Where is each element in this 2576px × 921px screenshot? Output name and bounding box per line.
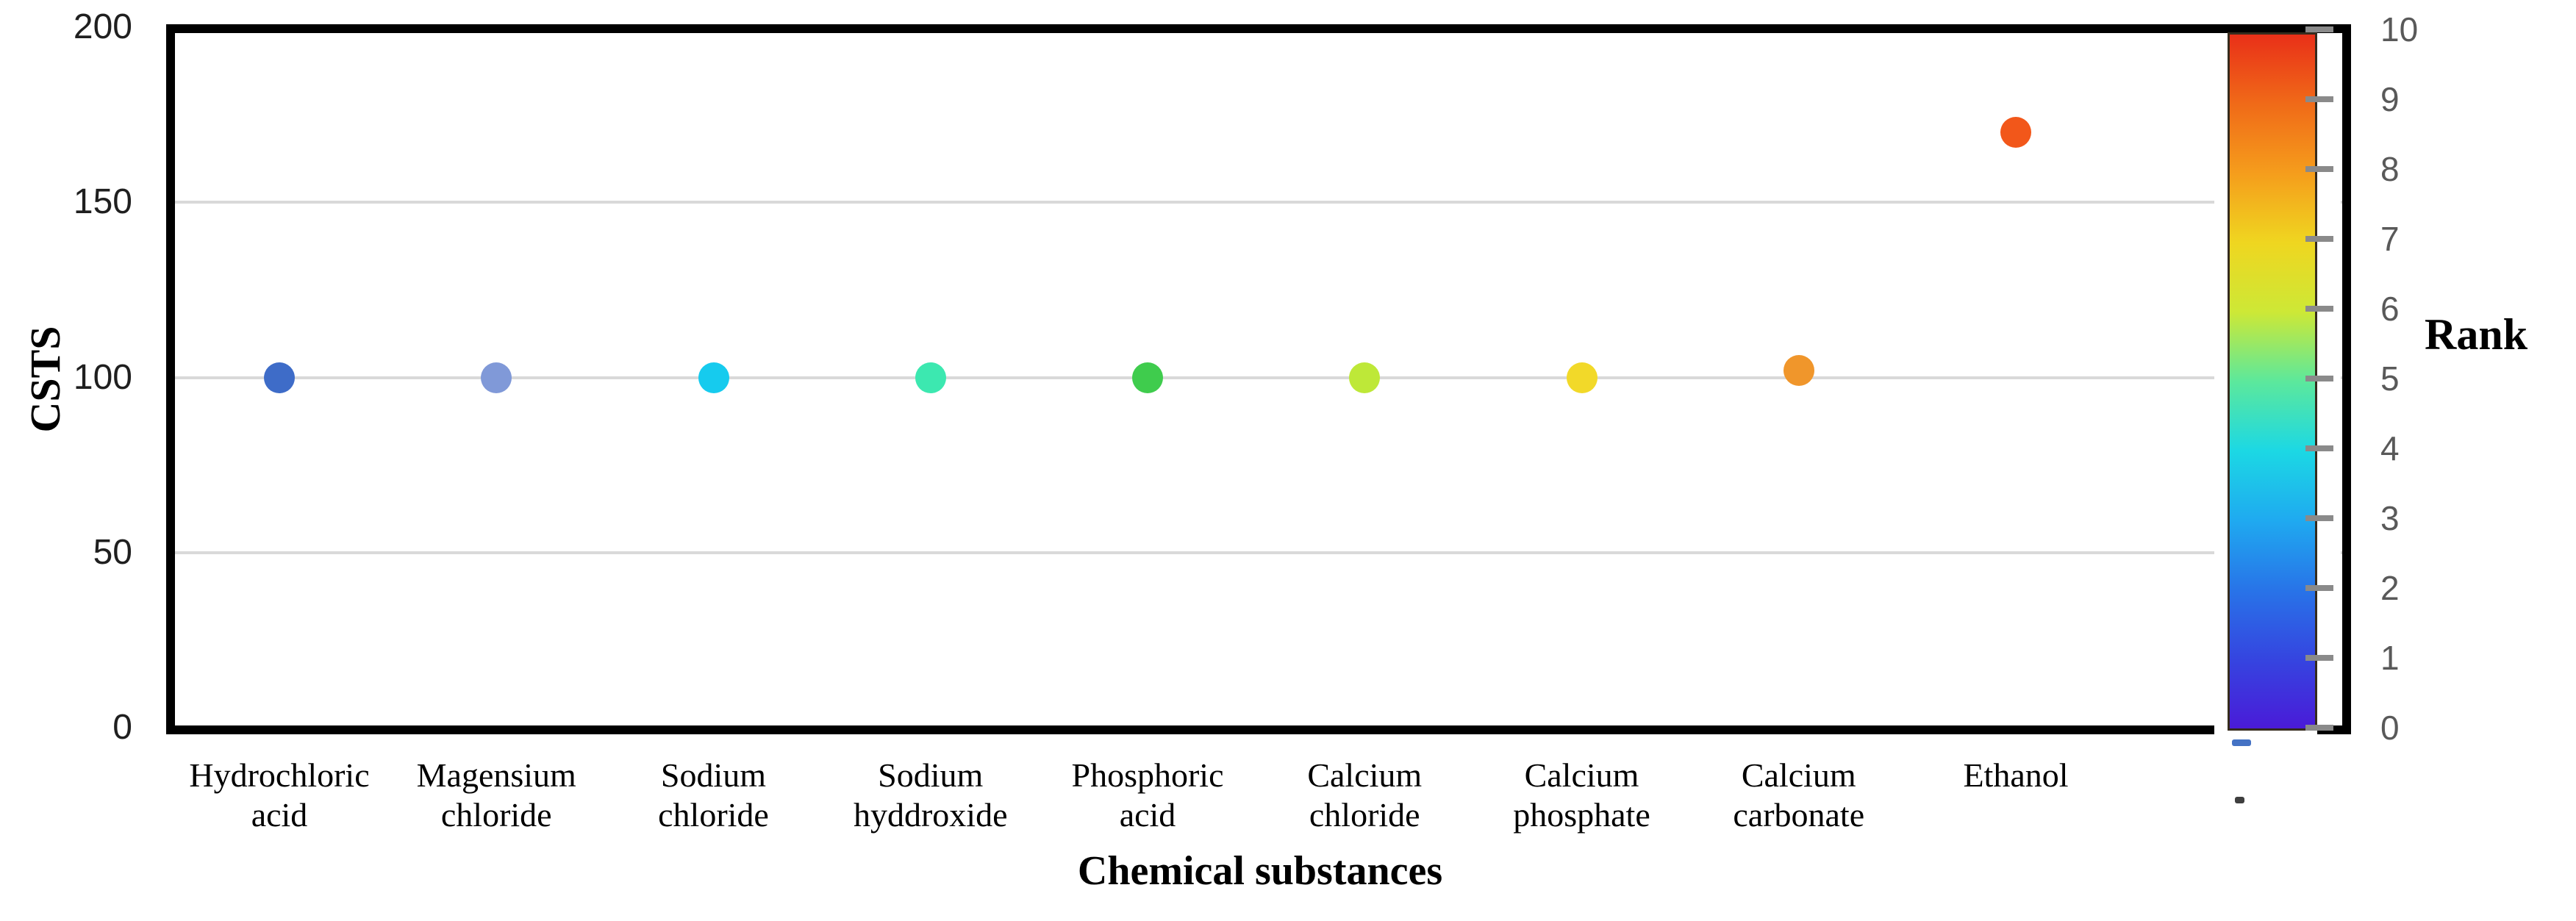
rank-colorbar <box>2228 32 2317 731</box>
data-point-sodium-chloride <box>698 362 729 393</box>
x-category-label-line: hyddroxide <box>853 796 1008 834</box>
data-point-calcium-chloride <box>1349 362 1381 393</box>
x-category-label-9: Ethanol <box>1895 756 2137 795</box>
x-category-label-line: acid <box>1119 796 1176 834</box>
stray-blue-dash-mark <box>2232 739 2251 746</box>
x-category-label-1: Hydrochloric acid <box>158 756 401 835</box>
colorbar-tick-4 <box>2305 445 2333 451</box>
x-category-label-7: Calcium phosphate <box>1461 756 1703 835</box>
x-category-label-line: carbonate <box>1733 796 1865 834</box>
colorbar-tick-1 <box>2305 655 2333 661</box>
x-category-label-line: phosphate <box>1513 796 1650 834</box>
colorbar-tick-label-1: 1 <box>2380 639 2400 677</box>
colorbar-tick-8 <box>2305 166 2333 172</box>
x-category-label-line: Calcium <box>1524 756 1639 794</box>
gridline-50 <box>175 551 2342 554</box>
colorbar-tick-2 <box>2305 585 2333 591</box>
stray-period-mark <box>2235 797 2244 803</box>
gridline-150 <box>175 201 2342 204</box>
data-point-ethanol <box>2000 116 2031 148</box>
x-category-label-4: Sodium hyddroxide <box>809 756 1052 835</box>
colorbar-tick-label-5: 5 <box>2380 359 2400 398</box>
x-category-label-line: Ethanol <box>1963 756 2069 794</box>
x-category-label-2: Magensium chloride <box>375 756 618 835</box>
y-tick-label-200: 200 <box>73 7 132 46</box>
x-category-label-line: Calcium <box>1307 756 1423 794</box>
colorbar-tick-0 <box>2305 725 2333 731</box>
colorbar-tick-label-7: 7 <box>2380 220 2400 258</box>
colorbar-tick-label-4: 4 <box>2380 429 2400 467</box>
colorbar-tick-label-8: 8 <box>2380 150 2400 188</box>
data-point-phosphoric-acid <box>1132 362 1163 393</box>
y-axis-title: CSTS <box>21 326 69 433</box>
colorbar-tick-label-9: 9 <box>2380 80 2400 118</box>
x-category-label-6: Calcium chloride <box>1243 756 1486 835</box>
y-tick-label-150: 150 <box>73 182 132 222</box>
x-axis-title: Chemical substances <box>1077 848 1443 894</box>
colorbar-tick-9 <box>2305 96 2333 102</box>
x-category-label-line: Phosphoric <box>1071 756 1224 794</box>
colorbar-tick-3 <box>2305 515 2333 521</box>
data-point-sodium-hyddroxide <box>915 362 946 393</box>
colorbar-title: Rank <box>2425 310 2528 359</box>
x-category-label-line: Calcium <box>1741 756 1856 794</box>
x-category-label-line: Hydrochloric <box>189 756 370 794</box>
plot-frame <box>166 24 2351 734</box>
y-tick-label-0: 0 <box>112 708 132 747</box>
colorbar-tick-7 <box>2305 236 2333 242</box>
x-category-label-line: chloride <box>658 796 769 834</box>
x-category-label-5: Phosphoric acid <box>1026 756 1269 835</box>
x-category-label-line: acid <box>251 796 308 834</box>
y-tick-label-100: 100 <box>73 357 132 397</box>
colorbar-tick-10 <box>2305 26 2333 32</box>
data-point-calcium-carbonate <box>1783 354 1814 386</box>
x-category-label-line: chloride <box>1309 796 1420 834</box>
colorbar-tick-label-6: 6 <box>2380 290 2400 328</box>
x-category-label-3: Sodium chloride <box>593 756 835 835</box>
colorbar-tick-6 <box>2305 306 2333 312</box>
x-category-label-line: Sodium <box>878 756 984 794</box>
colorbar-tick-label-3: 3 <box>2380 499 2400 537</box>
x-category-label-line: Magensium <box>416 756 576 794</box>
gridline-100 <box>175 376 2342 379</box>
x-category-label-line: Sodium <box>660 756 767 794</box>
data-point-calcium-phosphate <box>1566 362 1598 393</box>
colorbar-tick-5 <box>2305 376 2333 381</box>
data-point-hydrochloric-acid <box>264 362 295 393</box>
data-point-magensium-chloride <box>481 362 512 393</box>
x-category-label-8: Calcium carbonate <box>1678 756 1920 835</box>
colorbar-tick-label-0: 0 <box>2380 709 2400 747</box>
colorbar-tick-label-2: 2 <box>2380 569 2400 607</box>
x-category-label-line: chloride <box>440 796 552 834</box>
colorbar-tick-label-10: 10 <box>2380 10 2419 49</box>
y-tick-label-50: 50 <box>93 532 132 572</box>
